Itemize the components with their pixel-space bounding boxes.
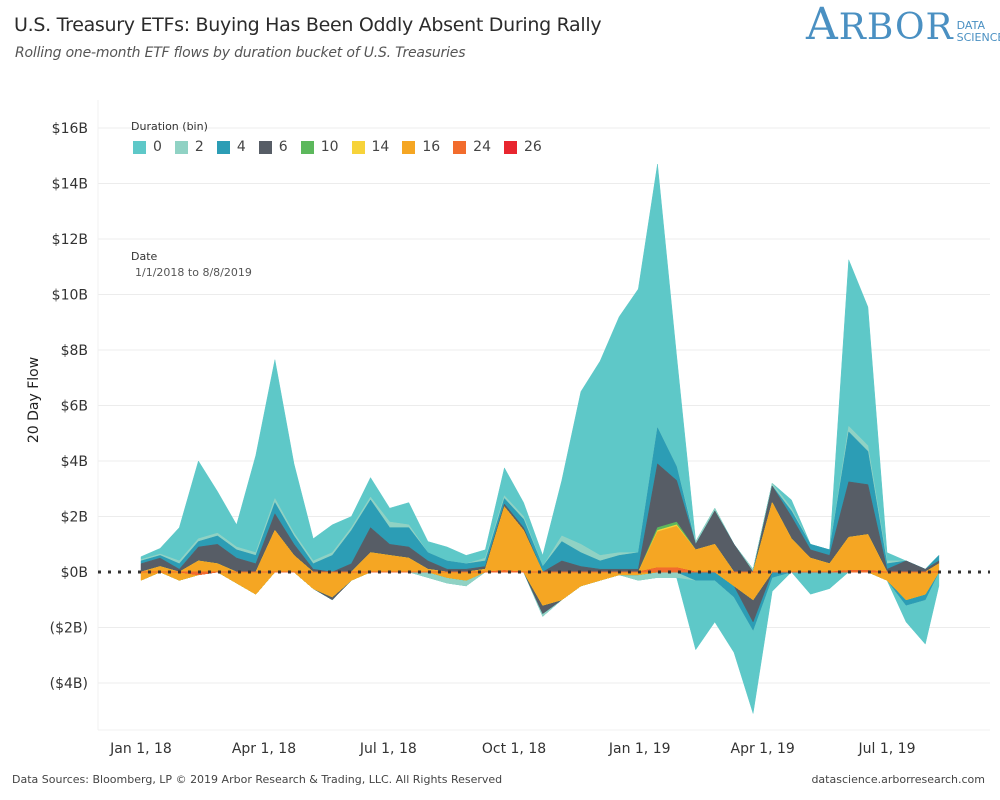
website-footer: datascience.arborresearch.com — [811, 773, 985, 786]
legend-item-0[interactable]: 0 — [133, 139, 162, 155]
legend-swatch — [504, 140, 517, 154]
chart-title: U.S. Treasury ETFs: Buying Has Been Oddl… — [14, 14, 602, 36]
legend-item-26[interactable]: 26 — [504, 139, 542, 155]
y-tick-label: ($2B) — [50, 621, 88, 637]
gridlines — [97, 100, 990, 731]
legend-item-2[interactable]: 2 — [174, 139, 204, 155]
legend-swatch — [351, 140, 365, 154]
x-tick-label: Apr 1, 19 — [731, 741, 795, 757]
y-axis-label: 20 Day Flow — [26, 357, 42, 443]
data-source-footer: Data Sources: Bloomberg, LP © 2019 Arbor… — [12, 773, 503, 786]
x-axis-ticks: Jan 1, 18 Apr 1, 18 Jul 1, 18 Oct 1, 18 Jan … — [109, 741, 915, 757]
x-tick-label: Jan 1, 18 — [109, 741, 172, 757]
date-filter-title: Date — [131, 250, 158, 263]
y-tick-label: $16B — [52, 121, 88, 137]
legend-label: 6 — [278, 139, 288, 155]
legend-swatch — [402, 140, 416, 154]
legend-item-10[interactable]: 10 — [300, 139, 339, 155]
x-tick-label: Jul 1, 18 — [359, 741, 417, 757]
area-bin-0-positive — [140, 164, 940, 570]
date-filter-value: 1/1/2018 to 8/8/2019 — [135, 266, 252, 279]
legend: 0 2 4 6 10 14 16 24 26 — [133, 139, 555, 155]
legend-label: 4 — [236, 139, 246, 155]
legend-label: 26 — [524, 139, 542, 155]
y-tick-label: $14B — [52, 177, 88, 193]
logo-subtext: DATA SCIENCE — [956, 19, 1000, 44]
legend-swatch — [216, 140, 230, 154]
legend-swatch — [300, 140, 314, 154]
legend-item-6[interactable]: 6 — [258, 139, 288, 155]
legend-item-4[interactable]: 4 — [216, 139, 246, 155]
stacked-areas — [140, 164, 940, 714]
logo-wordmark: ARBOR — [806, 0, 954, 50]
y-axis-ticks: $16B $14B $12B $10B $8B $6B $4B $2B $0B ($2B) ($4B… — [50, 121, 88, 692]
legend-swatch — [453, 140, 467, 154]
legend-label: 24 — [473, 139, 491, 155]
y-tick-label: $4B — [61, 454, 88, 470]
legend-label: 14 — [371, 139, 390, 155]
legend-item-24[interactable]: 24 — [453, 139, 491, 155]
legend-label: 10 — [320, 139, 339, 155]
y-tick-label: $12B — [52, 232, 88, 248]
legend-item-16[interactable]: 16 — [402, 139, 440, 155]
arbor-data-science-logo: ARBOR DATA SCIENCE — [806, 0, 1000, 50]
legend-label: 0 — [153, 139, 162, 155]
y-tick-label: $0B — [61, 565, 88, 581]
y-tick-label: $2B — [61, 510, 88, 526]
y-tick-label: $6B — [61, 399, 88, 415]
y-tick-label: $10B — [52, 288, 88, 304]
legend-label: 16 — [422, 139, 441, 155]
chart-subtitle: Rolling one-month ETF flows by duration … — [15, 45, 466, 61]
x-tick-label: Apr 1, 18 — [232, 741, 296, 757]
y-tick-label: $8B — [61, 343, 88, 359]
x-tick-label: Jul 1, 19 — [858, 741, 916, 757]
legend-swatch — [133, 140, 146, 154]
legend-swatch — [258, 140, 272, 154]
x-tick-label: Oct 1, 18 — [482, 741, 546, 757]
x-tick-label: Jan 1, 19 — [608, 741, 671, 757]
legend-label: 2 — [194, 139, 204, 155]
legend-title: Duration (bin) — [131, 120, 208, 133]
legend-item-14[interactable]: 14 — [351, 139, 390, 155]
y-tick-label: ($4B) — [50, 676, 88, 692]
legend-swatch — [174, 140, 188, 154]
